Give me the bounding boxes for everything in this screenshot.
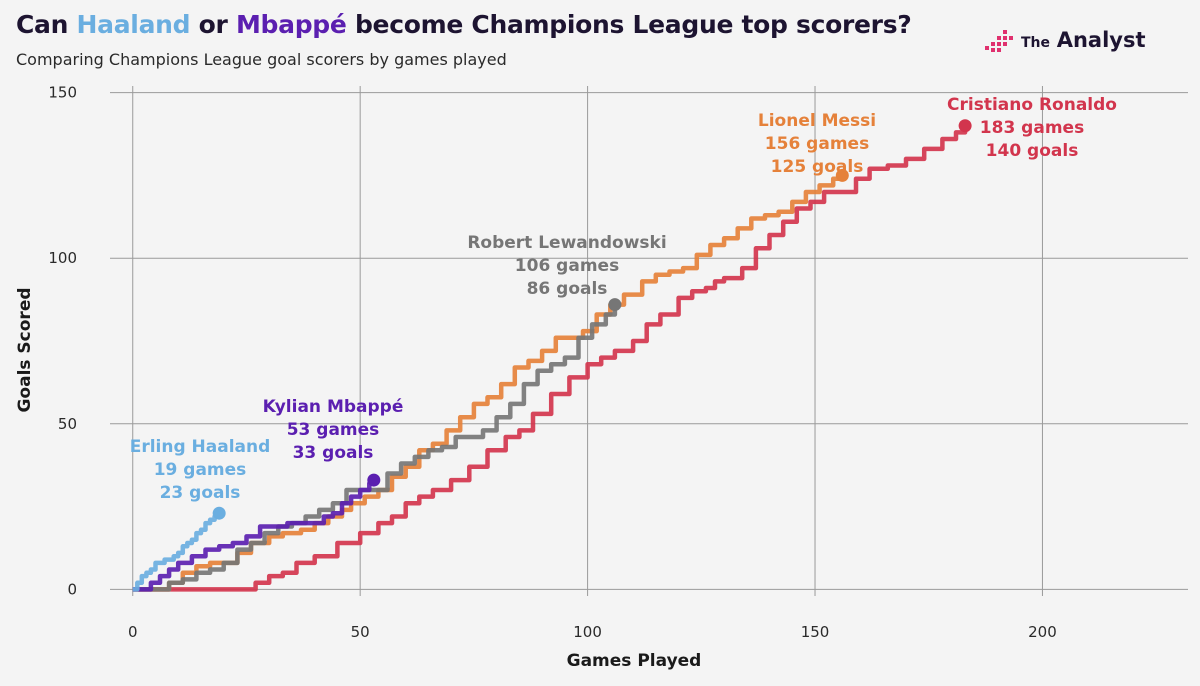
series-line-ronaldo xyxy=(132,125,968,592)
y-tick-label-0: 0 xyxy=(67,580,77,598)
x-tick-label-50: 50 xyxy=(351,623,370,641)
series-endpoint-lewandowski xyxy=(608,298,622,312)
x-axis-label: Games Played xyxy=(567,651,702,671)
x-tick-label-100: 100 xyxy=(573,623,602,641)
logo-analyst: Analyst xyxy=(1056,28,1146,52)
series-label-haaland-2: 23 goals xyxy=(160,483,241,503)
series-label-ronaldo-1: 183 games xyxy=(980,118,1084,138)
title-mid: or xyxy=(190,10,236,39)
title-prefix: Can xyxy=(16,10,77,39)
series-endpoint-mbappe xyxy=(367,473,381,487)
series-label-mbappe-1: 53 games xyxy=(287,420,380,440)
series-label-haaland-0: Erling Haaland xyxy=(130,437,271,457)
title-suffix: become Champions League top scorers? xyxy=(346,10,912,39)
series-line-messi xyxy=(132,175,845,592)
series-label-ronaldo-2: 140 goals xyxy=(986,141,1079,161)
title-haaland: Haaland xyxy=(76,10,191,39)
grid xyxy=(110,86,1188,596)
series-endpoint-messi xyxy=(835,168,849,182)
series-endpoint-ronaldo xyxy=(958,119,972,133)
chart-title: Can Haaland or Mbappé become Champions L… xyxy=(16,10,912,39)
series-label-messi-1: 156 games xyxy=(765,134,869,154)
series-label-mbappe-2: 33 goals xyxy=(293,443,374,463)
series-label-ronaldo-0: Cristiano Ronaldo xyxy=(947,95,1117,115)
series-label-mbappe-0: Kylian Mbappé xyxy=(263,397,404,417)
series-lines xyxy=(132,119,972,592)
series-label-lewandowski-1: 106 games xyxy=(515,256,619,276)
logo-bars-icon xyxy=(985,30,1013,52)
series-label-lewandowski-2: 86 goals xyxy=(527,279,608,299)
x-tick-label-200: 200 xyxy=(1028,623,1057,641)
logo-text: The Analyst xyxy=(1021,28,1146,52)
y-tick-label-50: 50 xyxy=(58,415,77,433)
series-label-messi-0: Lionel Messi xyxy=(758,111,876,131)
series-labels: Cristiano Ronaldo 183 games 140 goals Lione… xyxy=(130,95,1117,503)
series-line-mbappe xyxy=(132,480,377,592)
chart-subtitle: Comparing Champions League goal scorers … xyxy=(16,50,507,69)
axis-ticks: 0 50 100 150 200 0 50 100 150 xyxy=(48,84,1056,641)
y-axis-label: Goals Scored xyxy=(15,287,35,412)
logo-the: The xyxy=(1021,35,1051,51)
y-tick-label-100: 100 xyxy=(48,249,77,267)
series-label-messi-2: 125 goals xyxy=(771,157,864,177)
the-analyst-logo: The Analyst xyxy=(985,28,1146,52)
series-label-haaland-1: 19 games xyxy=(154,460,247,480)
y-tick-label-150: 150 xyxy=(48,84,77,102)
series-endpoint-haaland xyxy=(212,506,226,520)
x-tick-label-0: 0 xyxy=(128,623,138,641)
title-mbappe: Mbappé xyxy=(235,10,347,39)
x-tick-label-150: 150 xyxy=(801,623,830,641)
series-line-lewandowski xyxy=(132,304,618,592)
series-label-lewandowski-0: Robert Lewandowski xyxy=(467,233,666,253)
series-line-haaland xyxy=(132,513,222,592)
